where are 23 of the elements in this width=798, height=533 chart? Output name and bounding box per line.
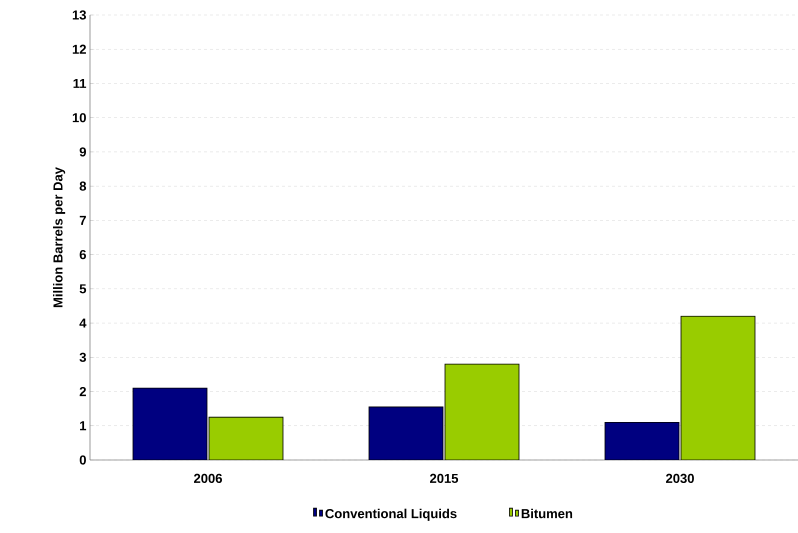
y-axis-title: Million Barrels per Day [53,167,66,308]
y-tick-label: 13 [72,10,86,20]
bar [208,416,284,460]
x-tick-label: 2006 [194,474,222,484]
y-tick-label: 12 [72,44,86,54]
y-tick-label: 3 [80,352,86,362]
y-tick-label: 2 [80,386,86,396]
y-tick-label: 6 [80,250,86,260]
bar [680,316,756,460]
bar [444,364,520,460]
y-tick-label: 0 [80,455,86,465]
y-tick-label: 7 [80,216,86,225]
y-tick-label: 4 [79,318,86,328]
y-tick-label: 11 [74,78,86,88]
x-tick-label: 2015 [430,474,458,484]
y-tick-label: 1 [80,421,86,430]
y-tick-label: 10 [72,113,86,122]
y-tick-label: 8 [80,182,86,191]
legend-label: Bitumen [522,508,572,518]
legend-label: Conventional Liquids [325,508,457,521]
y-tick-label: 5 [80,284,86,294]
y-tick-label: 9 [80,147,86,157]
x-tick-label: 2030 [666,474,694,484]
